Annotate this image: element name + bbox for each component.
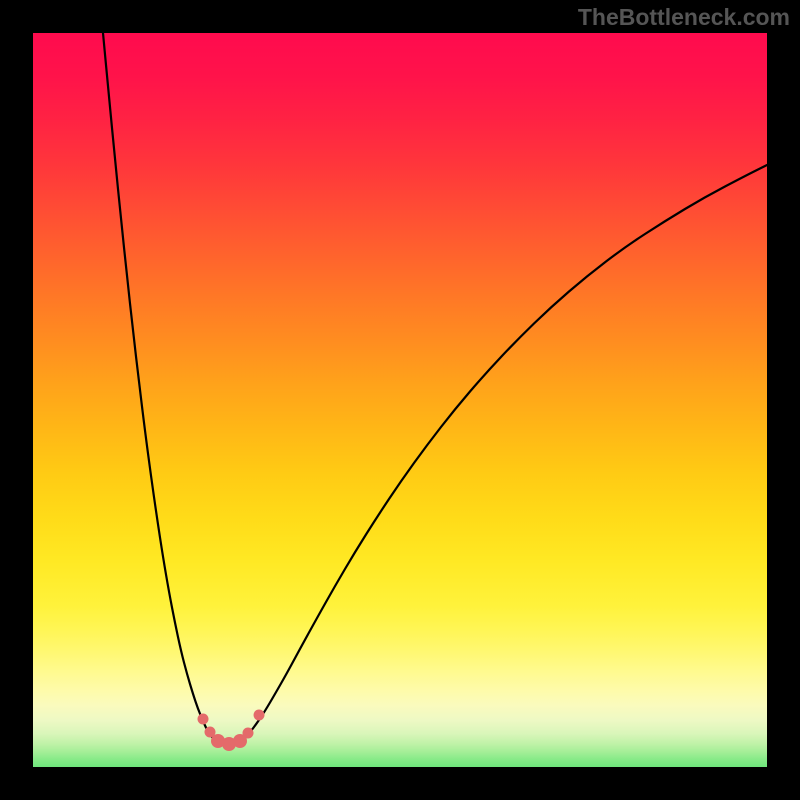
plot-area [33,33,767,767]
plot-svg [33,33,767,767]
curve-marker [198,714,209,725]
gradient-background [33,33,767,767]
curve-marker [243,728,254,739]
watermark-text: TheBottleneck.com [578,4,790,31]
curve-marker [254,710,265,721]
